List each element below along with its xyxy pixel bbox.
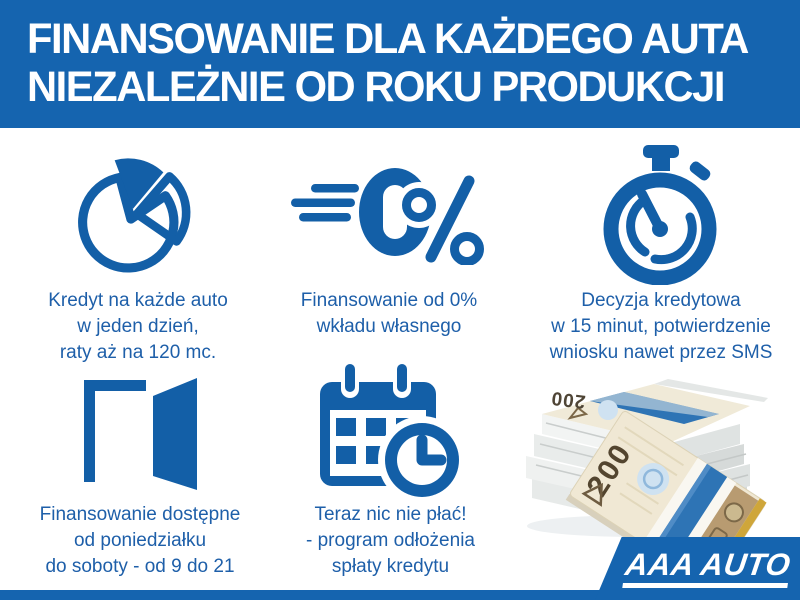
- aaa-auto-logo-banner: AAA AUTO: [595, 537, 800, 600]
- logo-text: AAA AUTO: [623, 547, 794, 582]
- icon-area: [20, 360, 260, 502]
- caption-line: od poniedziałku: [73, 530, 207, 551]
- header-title-line1: FINANSOWANIE DLA KAŻDEGO AUTA: [27, 15, 749, 63]
- caption-line: Finansowanie od 0%: [300, 290, 478, 311]
- caption: Kredyt na każde auto w jeden dzień, raty…: [18, 288, 258, 366]
- caption: Teraz nic nie płać! - program odłożenia …: [268, 502, 513, 580]
- caption-line: raty aż na 120 mc.: [59, 342, 217, 363]
- caption-line: - program odłożenia: [306, 530, 475, 551]
- feature-card-decision: Decyzja kredytowa w 15 minut, potwierdze…: [522, 142, 800, 366]
- caption: Decyzja kredytowa w 15 minut, potwierdze…: [522, 288, 800, 366]
- clock-face: [377, 416, 466, 502]
- logo-underline: [622, 583, 788, 588]
- open-door-icon: [84, 378, 197, 490]
- icon-area: [522, 142, 800, 288]
- zero-percent-icon: [291, 168, 484, 265]
- caption-line: wkładu własnego: [316, 316, 462, 337]
- caption-line: wniosku nawet przez SMS: [549, 342, 773, 363]
- money-stacks-photo: 200 200: [512, 358, 797, 593]
- caption: Finansowanie od 0% wkładu własnego: [263, 288, 515, 340]
- calendar-pegs: [340, 360, 411, 398]
- header-banner: FINANSOWANIE DLA KAŻDEGO AUTA NIEZALEŻNI…: [0, 0, 800, 128]
- caption-line: Decyzja kredytowa: [581, 290, 741, 311]
- banknote-200-top: 200: [550, 387, 587, 412]
- icon-area: [268, 360, 513, 502]
- caption-line: do soboty - od 9 do 21: [45, 556, 235, 577]
- caption-line: spłaty kredytu: [331, 556, 450, 577]
- caption-line: Teraz nic nie płać!: [314, 504, 467, 525]
- pie-chart-icon: [78, 158, 191, 273]
- footer-strip: [0, 590, 800, 600]
- caption-line: w jeden dzień,: [77, 316, 199, 337]
- caption-line: w 15 minut, potwierdzenie: [551, 316, 771, 337]
- caption: Finansowanie dostępne od poniedziałku do…: [20, 502, 260, 580]
- aaa-auto-logo: AAA AUTO: [622, 547, 794, 588]
- feature-card-credit: Kredyt na każde auto w jeden dzień, raty…: [18, 142, 258, 366]
- caption-line: Kredyt na każde auto: [48, 290, 228, 311]
- banknote-bundles-image: 200 200: [526, 379, 768, 593]
- feature-card-availability: Finansowanie dostępne od poniedziałku do…: [20, 360, 260, 580]
- header-title-line2: NIEZALEŻNIE OD ROKU PRODUKCJI: [27, 63, 726, 111]
- feature-card-zero-percent: Finansowanie od 0% wkładu własnego: [263, 142, 515, 340]
- caption-line: Finansowanie dostępne: [39, 504, 241, 525]
- icon-area: [263, 142, 515, 288]
- feature-card-deferred-payment: Teraz nic nie płać! - program odłożenia …: [268, 360, 513, 580]
- calendar-clock-icon: [319, 360, 466, 502]
- stopwatch-icon: [603, 145, 717, 285]
- icon-area: [18, 142, 258, 288]
